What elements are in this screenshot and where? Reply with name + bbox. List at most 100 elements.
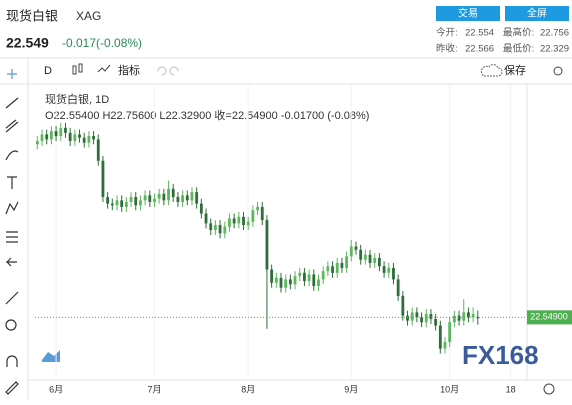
brush-tool[interactable] — [5, 150, 19, 161]
candle-body — [401, 295, 405, 316]
x-tick-label: 7月 — [147, 384, 161, 394]
trade-button[interactable] — [436, 6, 500, 21]
candle-body — [349, 246, 353, 257]
candle-body — [251, 210, 255, 222]
candle-body — [171, 188, 175, 198]
x-tick-label: 6月 — [49, 384, 63, 394]
candle-body — [115, 200, 119, 206]
zoom-tool[interactable] — [5, 319, 17, 331]
candle-body — [101, 160, 105, 198]
candle-body — [148, 195, 152, 202]
candle-body — [124, 201, 128, 207]
candle-body — [303, 272, 306, 282]
line-tool[interactable] — [5, 97, 19, 109]
cloud-icon[interactable] — [480, 64, 503, 77]
stat-label: 昨收: — [436, 43, 458, 55]
legend-title: 现货白银, 1D — [45, 92, 109, 106]
candle-body — [467, 312, 470, 318]
pencil-tool[interactable] — [5, 381, 19, 395]
text-tool[interactable] — [7, 176, 17, 189]
candle-body — [176, 197, 180, 202]
candle-body — [345, 256, 349, 268]
candle-body — [424, 314, 428, 323]
candle-body — [96, 139, 100, 161]
stat-value: 22.566 — [465, 44, 494, 55]
last-price-label: 22.54900 — [530, 312, 568, 322]
ruler-tool[interactable] — [5, 291, 19, 305]
fib-tool[interactable] — [6, 231, 18, 243]
stat-label: 今开: — [436, 27, 458, 39]
candle-body — [82, 137, 86, 143]
candle-body — [143, 195, 147, 201]
candle-body — [363, 254, 367, 260]
crosshair-tool[interactable] — [7, 69, 17, 79]
candle-body — [265, 220, 269, 270]
candle-body — [45, 134, 49, 140]
candle-body — [396, 279, 400, 296]
candle-body — [270, 269, 274, 283]
candle-type-icon[interactable] — [72, 63, 83, 75]
stat-value: 22.329 — [540, 44, 569, 55]
axis-settings-icon[interactable] — [543, 383, 555, 395]
candle-body — [209, 223, 213, 230]
candle-body — [457, 315, 461, 321]
candle-body — [78, 134, 81, 138]
cloud-logo[interactable] — [42, 350, 60, 362]
candle-body — [49, 131, 53, 140]
candle-body — [260, 206, 264, 221]
candle-body — [284, 279, 288, 288]
candle-body — [195, 192, 199, 204]
candle-body — [410, 312, 414, 321]
candle-body — [298, 272, 302, 277]
pattern-tool[interactable] — [5, 201, 19, 215]
magnet-tool[interactable] — [6, 355, 18, 367]
candle-body — [246, 221, 250, 226]
candle-body — [326, 266, 330, 272]
candle-body — [387, 267, 391, 273]
candle-body — [312, 274, 316, 287]
indicator-icon[interactable] — [97, 64, 111, 73]
candle-body — [190, 192, 194, 201]
candle-body — [134, 197, 138, 206]
candle-body — [279, 277, 283, 288]
candle-body — [288, 279, 292, 285]
candle-body — [274, 277, 278, 283]
candle-body — [340, 262, 344, 268]
save-button[interactable]: 保存 — [504, 63, 526, 77]
candle-body — [73, 134, 77, 142]
candle-body — [153, 198, 156, 202]
candle-body — [242, 216, 245, 226]
x-tick-label: 10月 — [440, 384, 459, 394]
candle-body — [87, 136, 91, 143]
candle-body — [335, 262, 339, 273]
undo-redo-icons[interactable] — [157, 66, 179, 76]
candle-body — [293, 276, 297, 285]
candle-body — [35, 141, 39, 145]
candle-body — [167, 188, 170, 201]
stat-label: 最高价: — [503, 27, 534, 39]
fullscreen-button[interactable] — [505, 6, 569, 21]
candle-body — [382, 266, 386, 273]
candle-body — [157, 193, 161, 199]
candle-body — [321, 271, 325, 280]
x-tick-label: 8月 — [241, 384, 255, 394]
candle-body — [223, 226, 227, 234]
candle-body — [213, 225, 217, 230]
interval-button[interactable]: D — [44, 65, 52, 77]
stat-label: 最低价: — [503, 43, 534, 55]
instrument-symbol: XAG — [76, 9, 101, 23]
indicator-button[interactable]: 指标 — [118, 63, 140, 77]
candle-body — [64, 127, 67, 133]
candle-body — [471, 314, 475, 318]
candle-body — [317, 279, 320, 287]
candle-body — [420, 317, 423, 323]
settings-icon[interactable] — [553, 66, 563, 76]
candle-body — [377, 258, 381, 267]
channel-tool[interactable] — [5, 119, 19, 133]
candle-body — [452, 315, 456, 323]
fullscreen-button-label: 全屏 — [527, 7, 547, 20]
candle-body — [232, 218, 236, 224]
back-tool[interactable] — [5, 257, 17, 267]
